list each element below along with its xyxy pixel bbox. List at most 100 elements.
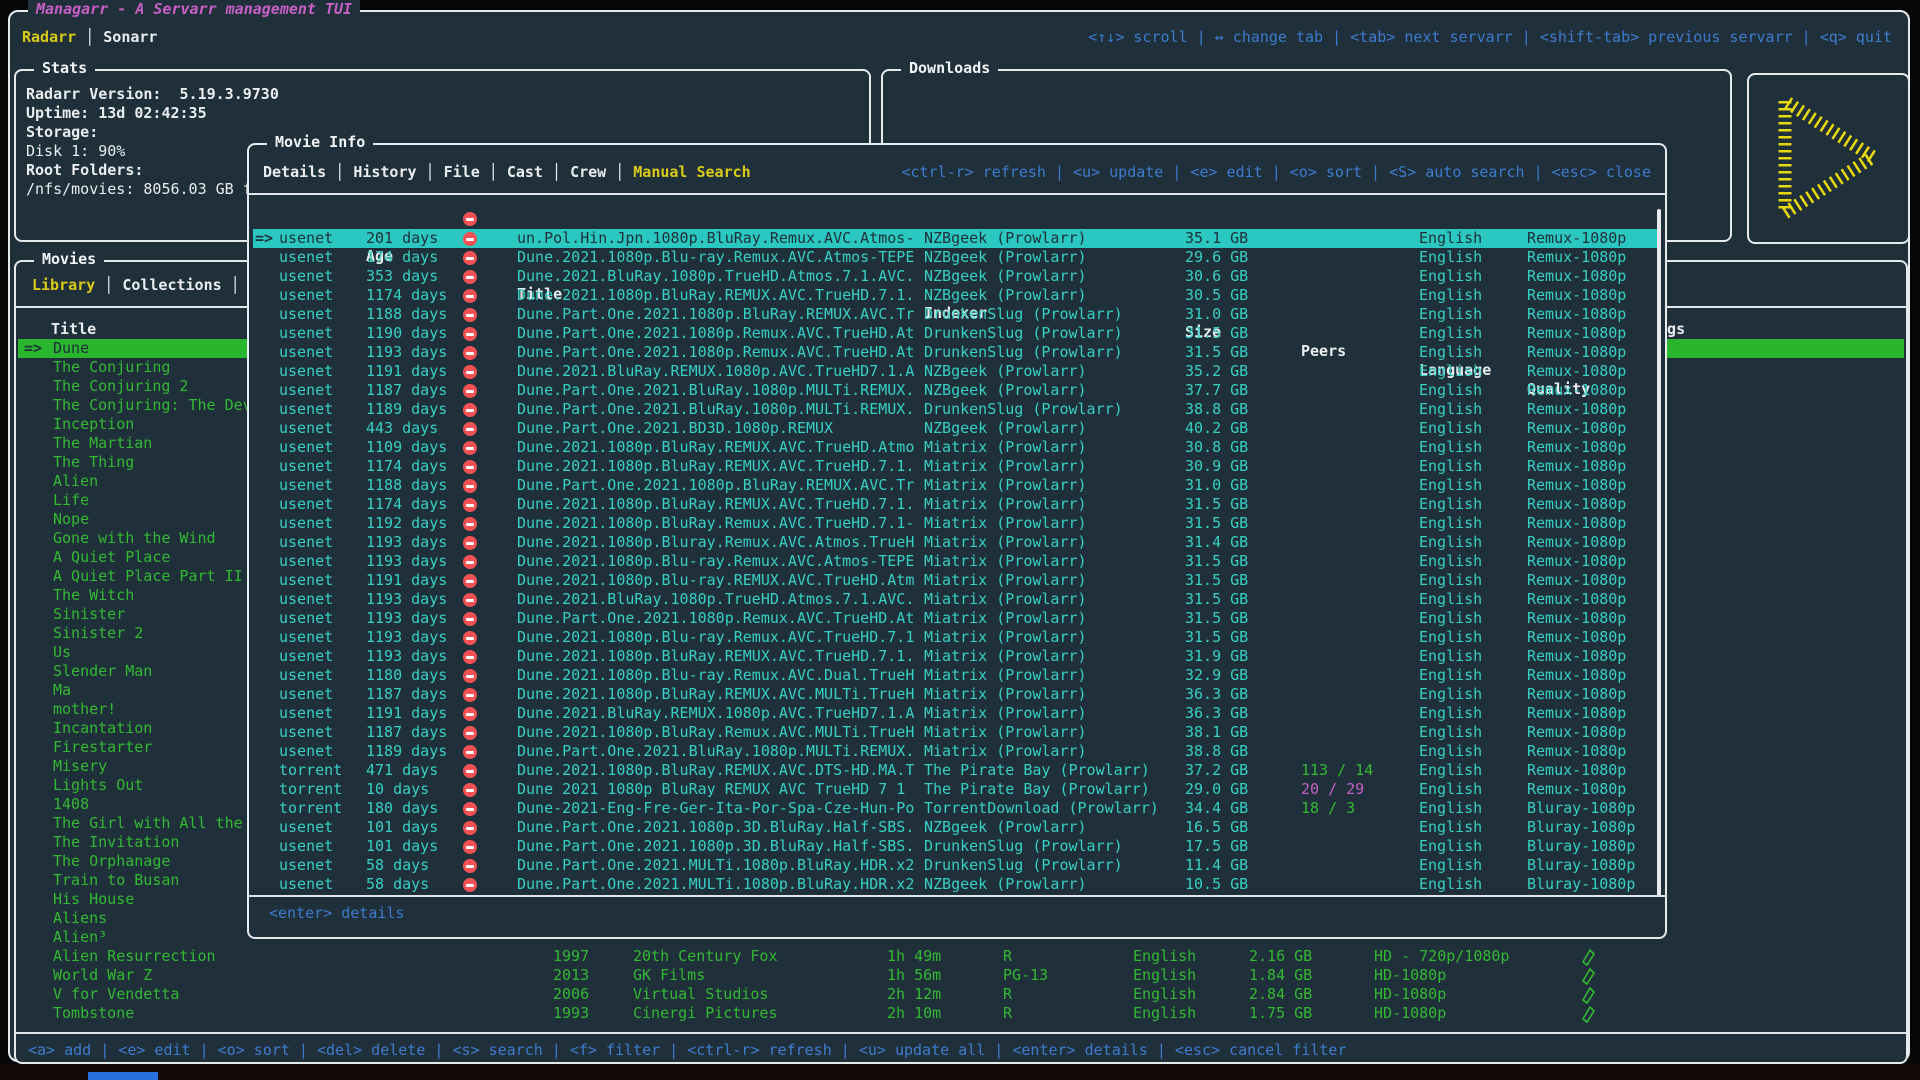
movie-list-item[interactable]: mother!	[18, 700, 1904, 719]
release-quality: Remux-1080p	[1527, 400, 1627, 418]
tab-sonarr[interactable]: Sonarr	[103, 28, 158, 46]
release-row[interactable]: usenet 58 days Dune.Part.One.2021.MULTi.10…	[253, 856, 1659, 875]
release-indexer: Miatrix (Prowlarr)	[924, 609, 1087, 627]
release-row[interactable]: usenet 1191 days Dune.2021.BluRay.REMUX.10…	[253, 362, 1659, 381]
movie-list-item[interactable]: His House	[18, 890, 1904, 909]
movie-list-item[interactable]: Train to Busan	[18, 871, 1904, 890]
release-title: Dune.2021.1080p.BluRay.REMUX.AVC.TrueHD.…	[517, 457, 915, 475]
release-row[interactable]: usenet 1193 days Dune.2021.1080p.Bluray.Re…	[253, 533, 1659, 552]
release-indexer: Miatrix (Prowlarr)	[924, 571, 1087, 589]
movie-list-item[interactable]: Gone with the Wind	[18, 529, 1904, 548]
release-source: usenet	[279, 381, 334, 399]
movie-list-item[interactable]: The Martian	[18, 434, 1904, 453]
release-row[interactable]: usenet 353 days Dune.2021.BluRay.1080p.Tru…	[253, 267, 1659, 286]
movie-list-item[interactable]: Sinister 2	[18, 624, 1904, 643]
release-row[interactable]: usenet 1174 days Dune.2021.1080p.BluRay.RE…	[253, 286, 1659, 305]
release-row[interactable]: usenet 1193 days Dune.2021.1080p.Blu-ray.R…	[253, 628, 1659, 647]
release-row[interactable]: usenet 1109 days Dune.2021.1080p.BluRay.RE…	[253, 438, 1659, 457]
selection-marker: =>	[255, 229, 274, 247]
release-row[interactable]: usenet 1174 days Dune.2021.1080p.BluRay.RE…	[253, 457, 1659, 476]
rejected-icon	[463, 840, 477, 854]
tab-separator: │	[76, 28, 104, 46]
movie-list-item[interactable]: Alien³	[18, 928, 1904, 947]
movie-list-item[interactable]: The Thing	[18, 453, 1904, 472]
release-quality: Remux-1080p	[1527, 343, 1627, 361]
release-row[interactable]: usenet 1187 days Dune.2021.1080p.BluRay.RE…	[253, 685, 1659, 704]
tab-radarr[interactable]: Radarr	[22, 28, 77, 46]
movie-list-item[interactable]: Sinister	[18, 605, 1904, 624]
movie-list-item[interactable]: Slender Man	[18, 662, 1904, 681]
release-row[interactable]: usenet 1187 days Dune.Part.One.2021.BluRay…	[253, 381, 1659, 400]
movie-list-item[interactable]: Misery	[18, 757, 1904, 776]
release-language: English	[1419, 609, 1483, 627]
release-row[interactable]: usenet 443 days Dune.Part.One.2021.BD3D.10…	[253, 419, 1659, 438]
movie-list-item[interactable]: The Conjuring	[18, 358, 1904, 377]
movie-list-item[interactable]: Aliens	[18, 909, 1904, 928]
release-row[interactable]: usenet 1174 days Dune.2021.1080p.BluRay.RE…	[253, 495, 1659, 514]
tab-library[interactable]: Library	[32, 276, 96, 294]
movie-list-item[interactable]: Incantation	[18, 719, 1904, 738]
release-row[interactable]: usenet 174 days Dune.2021.1080p.Blu-ray.Re…	[253, 248, 1659, 267]
movie-list-item[interactable]: Ma	[18, 681, 1904, 700]
movie-title: Life	[53, 491, 90, 509]
movie-list-item[interactable]: The Conjuring: The Dev	[18, 396, 1904, 415]
movie-list-item[interactable]: Tombstone 1993 Cinergi Pictures 2h 10m R Engl…	[18, 1004, 1904, 1024]
release-language: English	[1419, 590, 1483, 608]
release-row[interactable]: torrent 471 days Dune.2021.1080p.BluRay.RE…	[253, 761, 1659, 780]
release-row[interactable]: usenet 1193 days Dune.2021.1080p.BluRay.RE…	[253, 647, 1659, 666]
movie-list-item[interactable]: Alien Resurrection 1997 20th Century Fox 1h…	[18, 947, 1904, 967]
release-row[interactable]: usenet 1190 days Dune.Part.One.2021.1080p.…	[253, 324, 1659, 343]
release-indexer: The Pirate Bay (Prowlarr)	[924, 780, 1150, 798]
release-row[interactable]: usenet 1180 days Dune.2021.1080p.Blu-ray.R…	[253, 666, 1659, 685]
release-row[interactable]: usenet 1193 days Dune.2021.BluRay.1080p.Tr…	[253, 590, 1659, 609]
movie-list-item[interactable]: 1408	[18, 795, 1904, 814]
movie-list-item[interactable]: The Witch	[18, 586, 1904, 605]
release-row[interactable]: usenet 1192 days Dune.2021.1080p.BluRay.Re…	[253, 514, 1659, 533]
movie-list-item[interactable]: A Quiet Place Part II	[18, 567, 1904, 586]
tab-manual-search[interactable]: Manual Search	[633, 163, 751, 181]
scrollbar[interactable]	[1657, 209, 1661, 897]
release-indexer: Miatrix (Prowlarr)	[924, 514, 1087, 532]
movie-info-modal: Movie Info Details │ History │ File │ Ca…	[247, 133, 1667, 939]
movie-list-item[interactable]: World War Z 2013 GK Films 1h 56m PG-13 Englis…	[18, 966, 1904, 986]
release-quality: Remux-1080p	[1527, 286, 1627, 304]
tab-details[interactable]: Details	[263, 163, 327, 181]
tab-crew[interactable]: Crew	[570, 163, 607, 181]
tab-cast[interactable]: Cast	[506, 163, 543, 181]
release-row[interactable]: usenet 58 days Dune.Part.One.2021.MULTi.10…	[253, 875, 1659, 894]
release-row[interactable]: => usenet 201 days un.Pol.Hin.Jpn.1080p.Blu…	[253, 229, 1659, 248]
movie-list-item[interactable]: Lights Out	[18, 776, 1904, 795]
movie-list-item[interactable]: The Conjuring 2	[18, 377, 1904, 396]
release-row[interactable]: torrent 10 days Dune 2021 1080p BluRay REM…	[253, 780, 1659, 799]
movie-list-item[interactable]: The Girl with All the	[18, 814, 1904, 833]
movie-list-item[interactable]: Nope	[18, 510, 1904, 529]
release-row[interactable]: usenet 1191 days Dune.2021.BluRay.REMUX.10…	[253, 704, 1659, 723]
movie-list-item[interactable]: A Quiet Place	[18, 548, 1904, 567]
release-row[interactable]: usenet 1188 days Dune.Part.One.2021.1080p.…	[253, 305, 1659, 324]
release-source: usenet	[279, 457, 334, 475]
tab-collections[interactable]: Collections	[122, 276, 222, 294]
release-row[interactable]: usenet 1187 days Dune.2021.1080p.BluRay.Re…	[253, 723, 1659, 742]
release-row[interactable]: torrent 180 days Dune-2021-Eng-Fre-Ger-Ita…	[253, 799, 1659, 818]
movie-quality: HD-1080p	[1374, 966, 1447, 984]
movie-list-item[interactable]: Life	[18, 491, 1904, 510]
tab-file[interactable]: File	[443, 163, 480, 181]
movie-list-item[interactable]: Alien	[18, 472, 1904, 491]
release-row[interactable]: usenet 101 days Dune.Part.One.2021.1080p.3…	[253, 837, 1659, 856]
movie-list-item[interactable]: Us	[18, 643, 1904, 662]
movie-list-item[interactable]: The Invitation	[18, 833, 1904, 852]
release-row[interactable]: usenet 1193 days Dune.Part.One.2021.1080p.…	[253, 343, 1659, 362]
release-row[interactable]: usenet 1191 days Dune.2021.1080p.Blu-ray.R…	[253, 571, 1659, 590]
movie-list-item[interactable]: The Orphanage	[18, 852, 1904, 871]
movie-list-item[interactable]: Inception	[18, 415, 1904, 434]
release-row[interactable]: usenet 1188 days Dune.Part.One.2021.1080p.…	[253, 476, 1659, 495]
release-row[interactable]: usenet 1189 days Dune.Part.One.2021.BluRay…	[253, 742, 1659, 761]
release-row[interactable]: usenet 1189 days Dune.Part.One.2021.BluRay…	[253, 400, 1659, 419]
tab-history[interactable]: History	[353, 163, 417, 181]
movie-list-item[interactable]: V for Vendetta 2006 Virtual Studios 2h 12m R…	[18, 985, 1904, 1005]
release-indexer: DrunkenSlug (Prowlarr)	[924, 856, 1123, 874]
release-row[interactable]: usenet 1193 days Dune.Part.One.2021.1080p.…	[253, 609, 1659, 628]
movie-list-item[interactable]: Firestarter	[18, 738, 1904, 757]
release-row[interactable]: usenet 1193 days Dune.2021.1080p.Blu-ray.R…	[253, 552, 1659, 571]
release-row[interactable]: usenet 101 days Dune.Part.One.2021.1080p.3…	[253, 818, 1659, 837]
